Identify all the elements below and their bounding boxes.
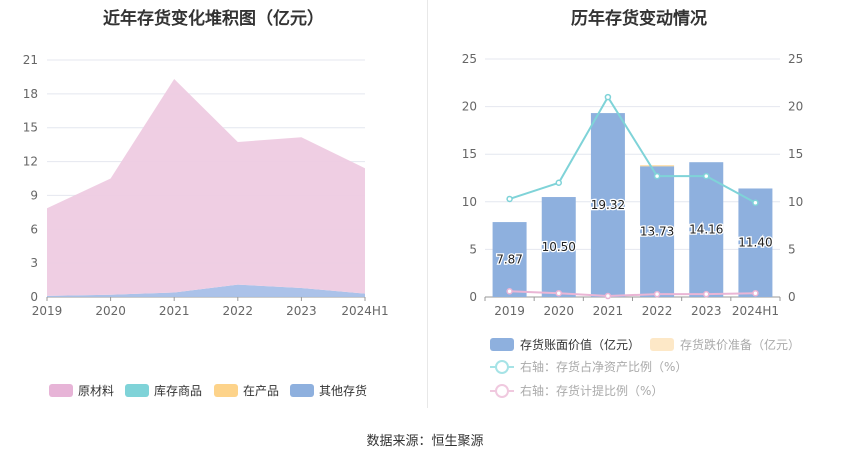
line-point bbox=[506, 195, 513, 203]
left-chart-title: 近年存货变化堆积图（亿元） bbox=[103, 9, 324, 29]
y-tick-label: 12 bbox=[23, 155, 38, 169]
legend-marker bbox=[495, 384, 509, 398]
y-tick-label: 25 bbox=[462, 52, 477, 66]
line-point bbox=[653, 172, 661, 180]
x-tick-label: 2024H1 bbox=[341, 304, 388, 318]
x-tick-label: 2021 bbox=[159, 304, 190, 318]
stacked-area-chart: 0 3 6 9 12 15 18 21 2019 2020 2021 2022 2023 2024H1 原材… bbox=[23, 53, 389, 398]
x-tick-label: 2022 bbox=[223, 304, 254, 318]
legend-swatch bbox=[650, 338, 674, 351]
y-tick-label: 10 bbox=[462, 195, 477, 209]
bar-inventory-value bbox=[738, 188, 773, 297]
area-series bbox=[47, 79, 365, 296]
y2-tick-label: 20 bbox=[788, 100, 803, 114]
bar-data-label: 13.73 bbox=[640, 225, 674, 239]
legend-label: 原材料 bbox=[78, 384, 114, 398]
legend-label: 右轴：存货计提比例（%） bbox=[520, 383, 663, 398]
legend-label: 其他存货 bbox=[319, 383, 367, 398]
y-tick-label: 21 bbox=[23, 53, 38, 67]
bar-data-label: 11.40 bbox=[738, 236, 772, 250]
line-point bbox=[752, 199, 759, 207]
line-point bbox=[604, 93, 612, 101]
bar-data-label: 14.16 bbox=[689, 223, 723, 237]
bar-data-label: 10.50 bbox=[542, 240, 576, 254]
inventory-bar-line-chart: 0 5 10 15 20 25 0 5 10 15 20 25 2019 2020 2021 2022 2023… bbox=[462, 52, 803, 398]
x-tick-label: 2019 bbox=[494, 304, 525, 318]
line-point bbox=[506, 288, 513, 295]
y-tick-label: 18 bbox=[23, 87, 38, 101]
x-tick-label: 2024H1 bbox=[732, 304, 779, 318]
x-tick-label: 2020 bbox=[95, 304, 126, 318]
y-tick-label: 0 bbox=[469, 290, 477, 304]
line-point bbox=[703, 290, 710, 298]
line-series bbox=[509, 290, 756, 298]
y-tick-label: 5 bbox=[469, 242, 477, 256]
y2-tick-label: 25 bbox=[788, 52, 803, 66]
y-tick-label: 15 bbox=[23, 121, 38, 135]
line-point bbox=[555, 289, 562, 297]
x-tick-label: 2023 bbox=[286, 304, 317, 318]
line-point bbox=[604, 292, 612, 300]
legend-swatch bbox=[214, 384, 238, 397]
x-tick-label: 2021 bbox=[593, 304, 624, 318]
y-tick-label: 0 bbox=[30, 290, 38, 304]
y-tick-label: 9 bbox=[30, 188, 38, 202]
y-tick-label: 3 bbox=[30, 256, 38, 270]
line-point bbox=[703, 172, 710, 180]
panel-divider bbox=[427, 0, 428, 408]
right-chart-title: 历年存货变动情况 bbox=[571, 9, 707, 29]
x-tick-label: 2020 bbox=[543, 304, 574, 318]
bar-inventory-value bbox=[640, 166, 675, 297]
line-point bbox=[653, 290, 661, 298]
legend-swatch bbox=[490, 338, 514, 351]
y2-tick-label: 15 bbox=[788, 147, 803, 161]
bar-inventory-value bbox=[590, 113, 625, 297]
bar-inventory-value bbox=[689, 162, 724, 297]
area-series bbox=[47, 284, 365, 297]
line-point bbox=[752, 289, 759, 297]
bar-data-label: 19.32 bbox=[591, 198, 625, 212]
y-tick-label: 20 bbox=[462, 100, 477, 114]
x-tick-label: 2022 bbox=[642, 304, 673, 318]
legend-swatch bbox=[290, 384, 314, 397]
x-tick-label: 2023 bbox=[691, 304, 722, 318]
data-source-value: 恒生聚源 bbox=[431, 434, 484, 449]
data-source: 数据来源：恒生聚源 bbox=[0, 430, 850, 449]
legend-marker bbox=[495, 360, 509, 374]
x-tick-label: 2019 bbox=[32, 304, 63, 318]
line-series bbox=[509, 95, 756, 204]
legend-label: 存货账面价值（亿元） bbox=[520, 337, 640, 352]
y-tick-label: 15 bbox=[462, 147, 477, 161]
bar-impairment-provision bbox=[640, 165, 675, 167]
y2-tick-label: 0 bbox=[788, 290, 796, 304]
legend-label: 在产品 bbox=[243, 384, 279, 398]
legend-label: 存货跌价准备（亿元） bbox=[680, 337, 800, 352]
bar-inventory-value bbox=[541, 197, 576, 297]
data-source-label: 数据来源： bbox=[366, 434, 432, 449]
legend-swatch bbox=[49, 384, 73, 397]
legend-label: 右轴：存货占净资产比例（%） bbox=[520, 359, 687, 374]
legend-label: 库存商品 bbox=[154, 383, 202, 398]
y2-tick-label: 10 bbox=[788, 195, 803, 209]
legend-swatch bbox=[125, 384, 149, 397]
y-tick-label: 6 bbox=[30, 222, 38, 236]
bar-data-label: 7.87 bbox=[496, 253, 523, 267]
bar-inventory-value bbox=[492, 222, 527, 297]
y2-tick-label: 5 bbox=[788, 242, 796, 256]
line-point bbox=[555, 179, 562, 187]
